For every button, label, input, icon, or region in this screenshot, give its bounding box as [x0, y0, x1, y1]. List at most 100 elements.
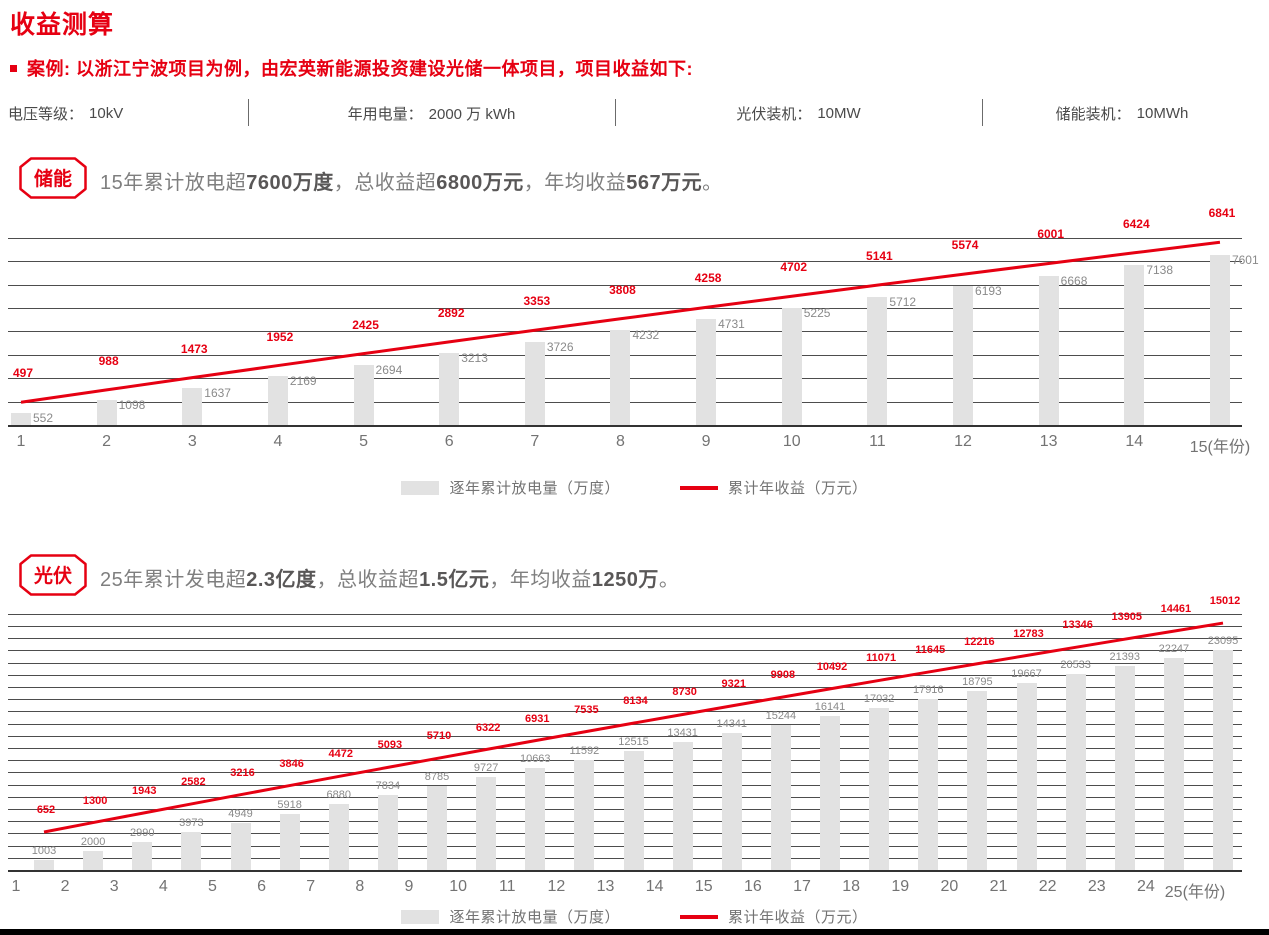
legend-label: 逐年累计放电量（万度）	[449, 909, 620, 926]
gridline	[8, 687, 1242, 688]
line-value-label: 3808	[609, 282, 636, 297]
info-pv-capacity: 光伏装机： 10MW	[615, 98, 982, 128]
x-tick-label: 2	[102, 433, 112, 450]
line-value-label: 13905	[1111, 611, 1143, 624]
info-value: 10kV	[89, 104, 124, 122]
line-value-label: 5574	[951, 238, 979, 253]
caption-segment: 7600万度	[246, 172, 334, 194]
x-tick-label: 25(年份)	[1164, 884, 1226, 901]
bar	[781, 308, 802, 425]
x-tick-label: 8	[616, 433, 625, 450]
x-tick-label: 7	[306, 878, 316, 895]
info-label: 光伏装机：	[736, 105, 812, 123]
project-info-bar: 电压等级： 10kV 年用电量： 2000 万 kWh 光伏装机： 10MW 储…	[0, 98, 1269, 128]
caption-segment: 。	[702, 172, 723, 194]
line-value-label: 12783	[1013, 627, 1044, 640]
x-tick-label: 3	[109, 878, 119, 895]
x-tick-label: 14	[645, 878, 664, 895]
bar	[1038, 275, 1059, 425]
gridline	[8, 748, 1242, 749]
line-value-label: 7535	[574, 703, 599, 716]
bar	[574, 759, 595, 870]
caption-segment: 6800万元	[436, 172, 524, 194]
x-tick-label: 22	[1038, 878, 1057, 895]
bar	[696, 319, 717, 425]
line-value-label: 6001	[1037, 227, 1065, 242]
line-value-label: 1952	[266, 329, 294, 344]
x-tick-label: 6	[257, 878, 267, 895]
x-tick-label: 20	[940, 878, 959, 895]
x-tick-label: 6	[444, 433, 454, 450]
x-tick-label: 24	[1136, 878, 1155, 895]
bar-value-label: 7138	[1146, 263, 1174, 278]
info-annual-consumption: 年用电量： 2000 万 kWh	[248, 98, 615, 128]
bar	[11, 412, 31, 425]
storage-caption: 15年累计放电超7600万度，总收益超6800万元，年均收益567万元。	[100, 166, 723, 195]
bar	[1065, 674, 1086, 870]
gridline	[8, 711, 1242, 713]
x-tick-label: 1	[11, 878, 21, 895]
bar-value-label: 23095	[1207, 634, 1239, 647]
bar	[279, 813, 300, 870]
bar	[1163, 657, 1184, 870]
x-axis-line	[8, 870, 1242, 872]
line-value-label: 1473	[180, 341, 208, 356]
x-tick-label: 13	[1039, 433, 1058, 450]
bar	[96, 400, 117, 425]
line-value-label: 5093	[377, 739, 403, 752]
line-value-label: 3216	[230, 766, 255, 779]
caption-segment: 15年累计放电超	[100, 172, 247, 194]
line-value-label: 11071	[866, 652, 897, 665]
line-value-label: 2892	[437, 305, 465, 320]
legend-item-bars: 逐年累计放电量（万度）	[401, 477, 620, 498]
pv-badge: 光伏	[18, 553, 88, 597]
legend-label: 累计年收益（万元）	[728, 480, 868, 497]
x-tick-label: 18	[842, 878, 861, 895]
bar-value-label: 2169	[289, 374, 317, 389]
gridline	[8, 237, 1242, 239]
bar	[953, 286, 974, 425]
bar	[525, 768, 546, 870]
divider	[615, 99, 616, 126]
bar	[132, 841, 153, 870]
line-value-label: 5141	[866, 249, 893, 264]
bar-value-label: 4731	[718, 317, 745, 332]
bar-value-label: 7601	[1231, 252, 1259, 267]
bottom-border-bar	[0, 929, 1269, 935]
bar-value-label: 6193	[975, 284, 1002, 299]
bar	[1114, 666, 1135, 870]
pv-chart-legend: 逐年累计放电量（万度） 累计年收益（万元）	[0, 906, 1269, 927]
bar	[524, 341, 545, 425]
storage-badge: 储能	[18, 156, 88, 200]
legend-item-line: 累计年收益（万元）	[680, 906, 868, 927]
gridline	[8, 261, 1242, 263]
x-tick-label: 3	[187, 433, 197, 450]
line-value-label: 10492	[816, 660, 848, 673]
line-value-label: 9908	[770, 669, 796, 682]
bar	[610, 330, 631, 425]
bar	[1213, 649, 1233, 870]
line-legend-swatch-icon	[680, 485, 718, 490]
line-value-label: 8730	[672, 686, 697, 699]
x-tick-label: 9	[404, 878, 414, 895]
line-value-label: 4258	[694, 271, 722, 286]
gridline	[8, 723, 1242, 725]
line-value-label: 9321	[721, 677, 746, 690]
info-value: 10MWh	[1136, 104, 1189, 122]
line-value-label: 15012	[1209, 595, 1241, 608]
info-label: 电压等级：	[8, 105, 84, 123]
bar-value-label: 3213	[461, 351, 488, 366]
pv-caption: 25年累计发电超2.3亿度，总收益超1.5亿元，年均收益1250万。	[100, 563, 679, 592]
x-tick-label: 1	[16, 433, 26, 450]
pv-chart: 1003 2000 2990 3973 4949 5918 6880 7834 8785 9727…	[8, 585, 1260, 905]
bar	[83, 850, 104, 870]
x-tick-label: 17	[793, 878, 811, 895]
caption-segment: ，总收益超	[316, 569, 420, 591]
line-value-label: 13346	[1062, 619, 1093, 632]
line-value-label: 652	[36, 804, 56, 816]
x-tick-label: 10	[782, 433, 801, 450]
caption-segment: ，年均收益	[523, 172, 627, 194]
x-tick-label: 9	[701, 433, 711, 450]
case-line: 案例: 以浙江宁波项目为例，由宏英新能源投资建设光储一体项目，项目收益如下:	[10, 55, 693, 81]
divider	[982, 99, 983, 126]
